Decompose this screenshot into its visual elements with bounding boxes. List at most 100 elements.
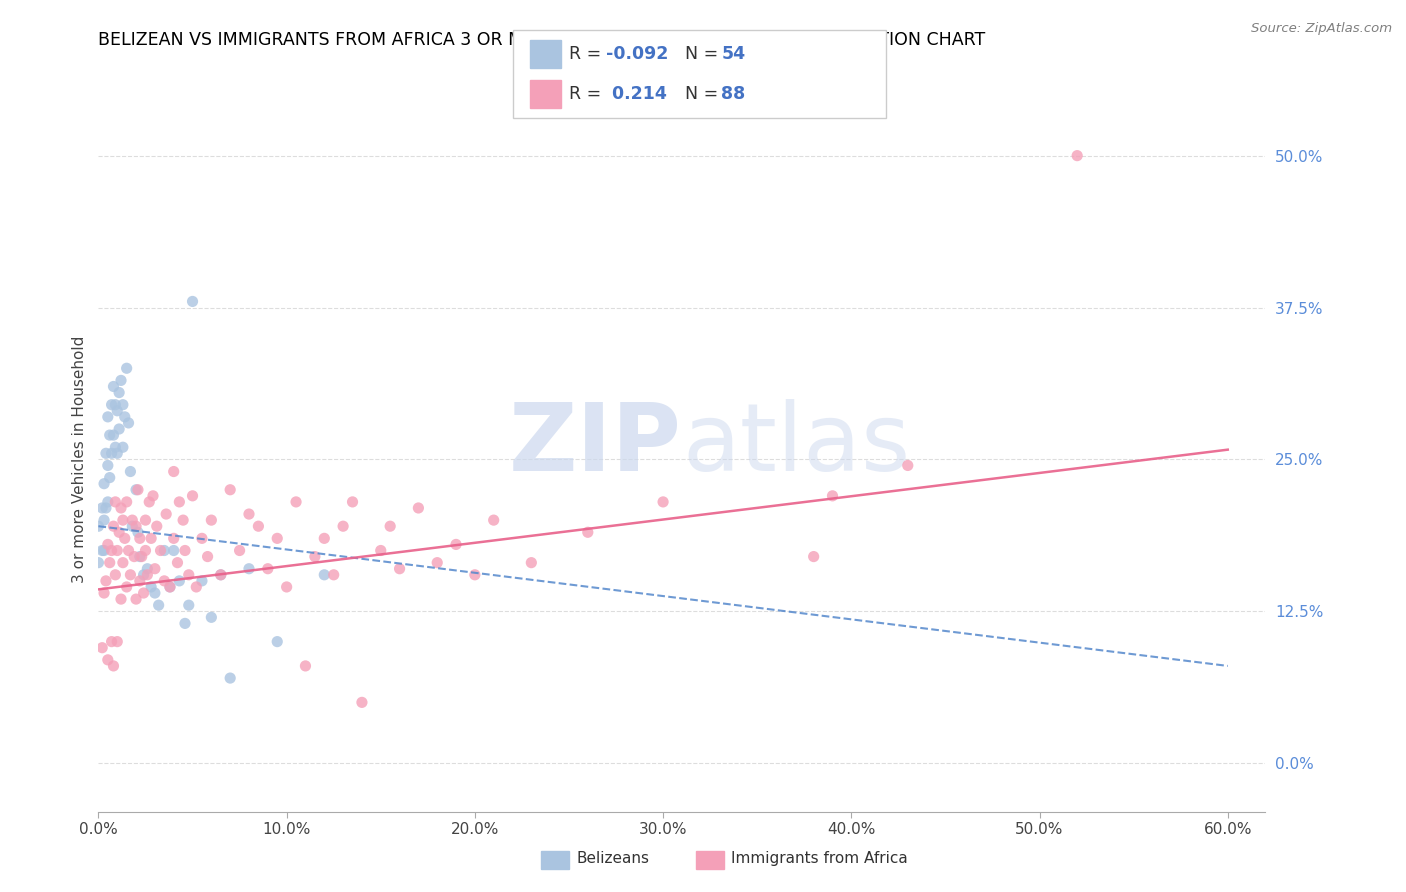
Point bbox=[652, 495, 675, 509]
Point bbox=[104, 440, 127, 454]
Point bbox=[98, 470, 121, 484]
Point bbox=[163, 532, 186, 546]
Point bbox=[1066, 148, 1088, 162]
Point bbox=[256, 562, 278, 576]
Point bbox=[153, 574, 176, 588]
Point bbox=[125, 519, 148, 533]
Point bbox=[115, 580, 138, 594]
Point bbox=[93, 543, 115, 558]
Point bbox=[350, 695, 373, 709]
Point bbox=[464, 567, 486, 582]
Point bbox=[276, 580, 298, 594]
Point bbox=[97, 458, 120, 473]
Text: R =: R = bbox=[569, 45, 607, 63]
Point bbox=[181, 294, 204, 309]
Point bbox=[97, 653, 120, 667]
Point bbox=[134, 513, 156, 527]
Point bbox=[97, 495, 120, 509]
Point bbox=[177, 567, 200, 582]
Point bbox=[103, 519, 125, 533]
Point bbox=[104, 495, 127, 509]
Point bbox=[105, 404, 128, 418]
Point bbox=[121, 513, 143, 527]
Point bbox=[139, 532, 162, 546]
Point bbox=[219, 671, 242, 685]
Point bbox=[138, 495, 160, 509]
Point bbox=[125, 592, 148, 607]
Point bbox=[117, 416, 139, 430]
Point bbox=[121, 519, 143, 533]
Point bbox=[128, 574, 150, 588]
Point bbox=[100, 446, 122, 460]
Point bbox=[482, 513, 505, 527]
Point bbox=[111, 556, 134, 570]
Point bbox=[294, 659, 316, 673]
Point bbox=[342, 495, 364, 509]
Point bbox=[172, 513, 194, 527]
Point bbox=[238, 507, 260, 521]
Point bbox=[127, 525, 149, 540]
Text: N =: N = bbox=[685, 85, 724, 103]
Text: ZIP: ZIP bbox=[509, 400, 682, 491]
Point bbox=[122, 549, 145, 564]
Point bbox=[219, 483, 242, 497]
Text: -0.092: -0.092 bbox=[606, 45, 668, 63]
Point bbox=[105, 543, 128, 558]
Point bbox=[408, 500, 430, 515]
Point bbox=[149, 543, 172, 558]
Point bbox=[105, 446, 128, 460]
Point bbox=[136, 562, 159, 576]
Point bbox=[266, 532, 288, 546]
Point bbox=[98, 428, 121, 442]
Point bbox=[191, 574, 214, 588]
Point bbox=[146, 519, 169, 533]
Point bbox=[388, 562, 411, 576]
Point bbox=[139, 580, 162, 594]
Point bbox=[314, 532, 336, 546]
Text: Source: ZipAtlas.com: Source: ZipAtlas.com bbox=[1251, 22, 1392, 36]
Point bbox=[238, 562, 260, 576]
Point bbox=[166, 556, 188, 570]
Point bbox=[93, 476, 115, 491]
Point bbox=[200, 513, 222, 527]
Text: BELIZEAN VS IMMIGRANTS FROM AFRICA 3 OR MORE VEHICLES IN HOUSEHOLD CORRELATION C: BELIZEAN VS IMMIGRANTS FROM AFRICA 3 OR … bbox=[98, 31, 986, 49]
Point bbox=[120, 567, 142, 582]
Point bbox=[108, 525, 131, 540]
Point bbox=[169, 574, 191, 588]
Point bbox=[174, 543, 197, 558]
Point bbox=[103, 428, 125, 442]
Point bbox=[209, 567, 232, 582]
Point bbox=[444, 537, 467, 551]
Point bbox=[181, 489, 204, 503]
Text: 54: 54 bbox=[721, 45, 745, 63]
Point bbox=[100, 634, 122, 648]
Point bbox=[94, 574, 117, 588]
Text: 88: 88 bbox=[721, 85, 745, 103]
Point bbox=[110, 500, 132, 515]
Point bbox=[93, 513, 115, 527]
Point bbox=[576, 525, 599, 540]
Point bbox=[159, 580, 181, 594]
Point bbox=[111, 440, 134, 454]
Point bbox=[285, 495, 308, 509]
Text: atlas: atlas bbox=[682, 400, 910, 491]
Point bbox=[314, 567, 336, 582]
Text: N =: N = bbox=[685, 45, 724, 63]
Point bbox=[142, 489, 165, 503]
Y-axis label: 3 or more Vehicles in Household: 3 or more Vehicles in Household bbox=[72, 335, 87, 583]
Point bbox=[304, 549, 326, 564]
Point bbox=[266, 634, 288, 648]
Point bbox=[104, 567, 127, 582]
Point bbox=[111, 398, 134, 412]
Point bbox=[115, 495, 138, 509]
Point bbox=[97, 409, 120, 424]
Point bbox=[821, 489, 844, 503]
Point bbox=[114, 532, 136, 546]
Text: R =: R = bbox=[569, 85, 607, 103]
Point bbox=[200, 610, 222, 624]
Point bbox=[520, 556, 543, 570]
Point bbox=[332, 519, 354, 533]
Point bbox=[148, 598, 170, 612]
Point bbox=[177, 598, 200, 612]
Point bbox=[94, 446, 117, 460]
